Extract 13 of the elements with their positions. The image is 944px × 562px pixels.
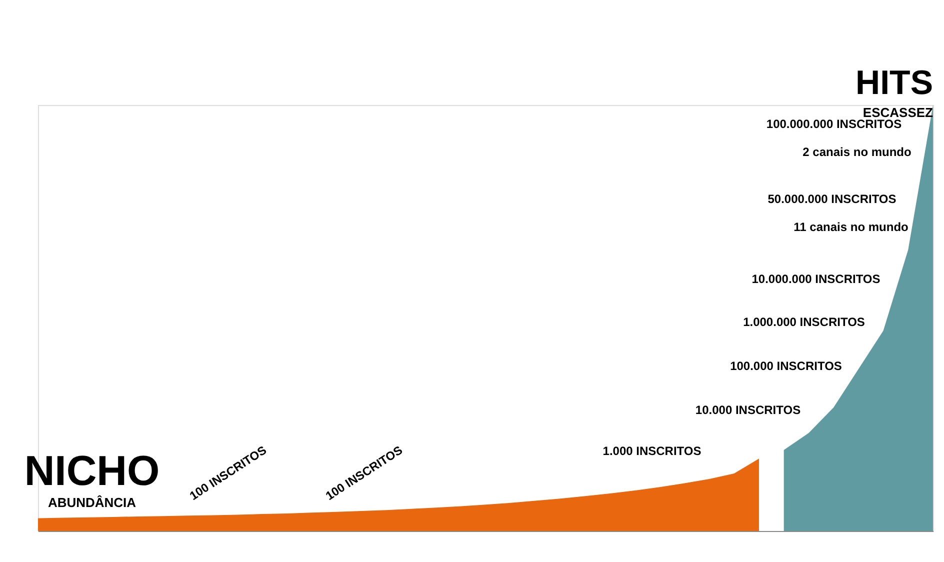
annotation: 50.000.000 INSCRITOS [768, 192, 896, 206]
annotation: NICHO [24, 447, 160, 494]
annotation: ESCASSEZ [862, 105, 934, 120]
annotation: 1.000.000 INSCRITOS [743, 315, 865, 329]
annotation: 10.000 INSCRITOS [695, 403, 801, 417]
annotation: 2 canais no mundo [802, 145, 912, 159]
annotation: 1.000 INSCRITOS [602, 444, 702, 458]
annotation: 100.000 INSCRITOS [730, 359, 842, 373]
annotation: 11 canais no mundo [794, 220, 908, 234]
text: HITS [856, 64, 933, 102]
annotation: 10.000.000 INSCRITOS [752, 272, 880, 286]
annotation: ABUNDÂNCIA [48, 495, 137, 510]
annotation: 100.000.000 INSCRITOS [766, 117, 902, 131]
